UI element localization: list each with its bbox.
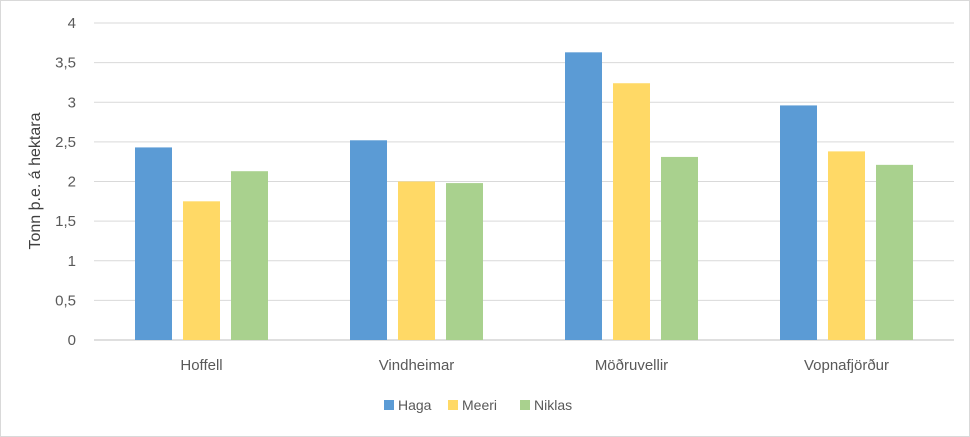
- bar-niklas-3: [661, 156, 698, 340]
- bar-niklas-2: [446, 183, 483, 340]
- bar-meeri-1: [183, 201, 220, 340]
- y-tick-label: 1: [68, 253, 76, 270]
- y-tick-label: 1,5: [55, 213, 76, 230]
- y-tick-label: 0: [68, 332, 76, 349]
- bar-haga-4: [780, 105, 817, 340]
- bar-haga-3: [565, 52, 602, 340]
- x-category-labels: Hoffell Vindheimar Möðruvellir Vopnafjörður: [180, 357, 889, 374]
- bars: [135, 52, 913, 340]
- y-axis-label: Tonn þ.e. á hektara: [27, 112, 44, 249]
- legend-swatch-niklas: [520, 400, 530, 410]
- legend-label-haga: Haga: [398, 397, 432, 413]
- bar-meeri-4: [828, 151, 865, 340]
- x-category-label: Möðruvellir: [595, 357, 668, 374]
- bar-haga-2: [350, 140, 387, 340]
- gridlines: [94, 22, 954, 341]
- x-category-label: Hoffell: [180, 357, 222, 374]
- y-tick-label: 3,5: [55, 55, 76, 72]
- bar-niklas-1: [231, 171, 268, 340]
- y-tick-labels: 0 0,5 1 1,5 2 2,5 3 3,5 4: [55, 15, 76, 349]
- y-tick-label: 3: [68, 94, 76, 111]
- legend-label-meeri: Meeri: [462, 397, 497, 413]
- legend-swatch-meeri: [448, 400, 458, 410]
- x-category-label: Vopnafjörður: [804, 357, 889, 374]
- y-tick-label: 2,5: [55, 134, 76, 151]
- x-category-label: Vindheimar: [379, 357, 455, 374]
- bar-niklas-4: [876, 164, 913, 340]
- legend: Haga Meeri Niklas: [384, 397, 572, 413]
- y-tick-label: 2: [68, 174, 76, 191]
- y-tick-label: 4: [68, 15, 76, 32]
- y-tick-label: 0,5: [55, 292, 76, 309]
- bar-meeri-3: [613, 83, 650, 340]
- bar-meeri-2: [398, 181, 435, 340]
- legend-swatch-haga: [384, 400, 394, 410]
- bar-haga-1: [135, 147, 172, 340]
- legend-label-niklas: Niklas: [534, 397, 572, 413]
